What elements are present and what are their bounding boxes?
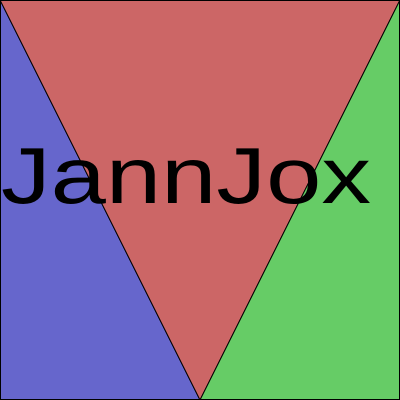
logo-wordmark: JannJox: [1, 131, 371, 220]
right-green-triangle: [199, 0, 400, 400]
